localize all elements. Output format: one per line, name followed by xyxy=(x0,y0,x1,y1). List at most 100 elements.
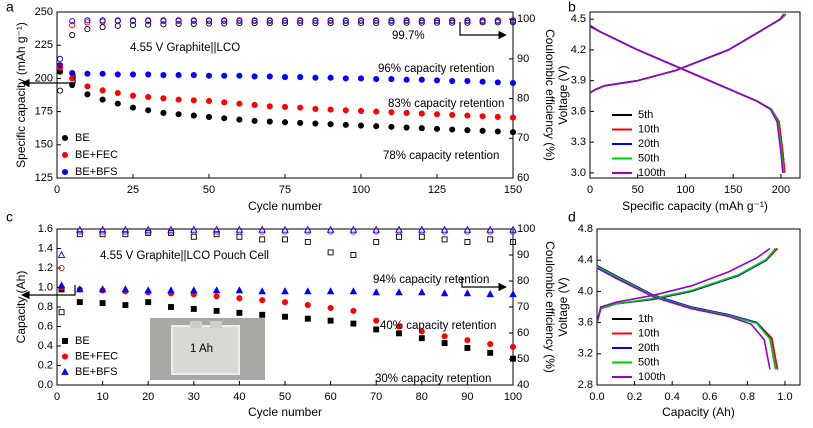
data-point xyxy=(441,340,448,347)
legend-swatch xyxy=(61,134,69,142)
data-point xyxy=(221,20,228,27)
data-point xyxy=(160,95,167,102)
x-tick-label: 150 xyxy=(504,184,522,196)
y2-tick-label: 40 xyxy=(517,379,529,391)
data-point xyxy=(418,125,425,132)
y-tick-label: 200 xyxy=(35,72,53,84)
y-tick-label: 3.6 xyxy=(571,105,586,117)
data-point xyxy=(205,97,213,105)
data-point xyxy=(464,78,471,85)
data-point xyxy=(266,73,273,80)
data-point xyxy=(251,117,258,124)
y2-tick-label: 70 xyxy=(517,132,529,144)
panel-label: b xyxy=(568,0,576,15)
data-point xyxy=(479,127,486,134)
y2-tick-label: 60 xyxy=(517,172,529,184)
x-tick-label: 40 xyxy=(233,391,245,403)
legend-swatch xyxy=(61,367,69,375)
data-point xyxy=(373,326,380,333)
data-point xyxy=(510,239,516,245)
x-tick-label: 125 xyxy=(428,184,446,196)
data-point xyxy=(304,315,311,322)
data-point xyxy=(327,121,334,128)
data-point xyxy=(84,19,91,26)
data-point xyxy=(175,111,182,118)
data-point xyxy=(464,17,471,24)
data-point xyxy=(403,76,410,83)
annotation: 99.7% xyxy=(392,30,425,42)
data-point xyxy=(114,71,121,78)
y-tick-label: 0.0 xyxy=(38,379,53,391)
data-point xyxy=(486,225,494,233)
data-point xyxy=(212,286,221,294)
y-tick-label: 0.4 xyxy=(38,340,53,352)
data-point xyxy=(463,289,472,297)
annotation: 4.55 V Graphite||LCO xyxy=(130,42,240,54)
y-tick-label: 150 xyxy=(35,139,53,151)
data-point xyxy=(99,24,106,31)
data-point xyxy=(464,337,471,344)
x-tick-label: 0.6 xyxy=(702,391,717,403)
data-point xyxy=(99,17,106,24)
data-point xyxy=(99,87,106,94)
panel-label: c xyxy=(6,209,13,225)
data-point xyxy=(373,17,380,24)
data-point xyxy=(251,20,258,27)
data-point xyxy=(297,104,304,111)
data-point xyxy=(373,76,380,83)
x-tick-label: 50 xyxy=(203,184,215,196)
data-point xyxy=(449,111,456,118)
axis-arrow xyxy=(21,285,76,300)
data-point xyxy=(479,113,486,120)
data-point xyxy=(175,96,182,103)
y-tick-label: 125 xyxy=(35,172,53,184)
annotation: 83% capacity retention xyxy=(388,98,504,110)
data-point xyxy=(190,225,198,233)
data-point xyxy=(98,225,107,233)
data-point xyxy=(84,83,91,90)
data-point xyxy=(251,101,258,109)
y2-tick-label: 80 xyxy=(517,275,529,287)
data-point xyxy=(312,17,319,24)
data-point xyxy=(349,287,358,295)
legend-label: 20th xyxy=(638,138,659,150)
data-point xyxy=(168,304,174,310)
data-point xyxy=(418,110,425,117)
data-point xyxy=(114,89,121,97)
annotation: 96% capacity retention xyxy=(378,63,494,75)
y-tick-label: 0.8 xyxy=(38,301,53,313)
data-point xyxy=(145,71,152,78)
legend-label: BE xyxy=(75,335,90,347)
y-tick-label: 1.2 xyxy=(38,262,53,274)
data-point xyxy=(145,17,152,24)
data-point xyxy=(282,236,288,243)
legend-swatch xyxy=(61,151,69,159)
legend-label: BE+BFS xyxy=(75,366,118,378)
data-point xyxy=(494,113,501,120)
y-axis-label: Specific capacity (mAh g⁻¹) xyxy=(14,22,28,168)
data-point xyxy=(326,225,335,233)
data-point xyxy=(449,78,456,85)
data-point xyxy=(221,17,228,24)
data-point xyxy=(251,17,258,24)
data-point xyxy=(509,129,517,136)
data-point xyxy=(418,17,425,24)
data-point xyxy=(327,249,334,256)
data-point xyxy=(494,79,501,86)
data-point xyxy=(212,225,221,233)
data-point xyxy=(236,20,243,27)
data-line xyxy=(589,13,786,173)
annotation: 94% capacity retention xyxy=(373,274,489,286)
data-point xyxy=(190,20,197,27)
data-point xyxy=(160,109,167,116)
y-tick-label: 175 xyxy=(35,106,53,118)
data-point xyxy=(327,20,334,27)
data-point xyxy=(190,97,197,104)
y2-tick-label: 100 xyxy=(517,223,535,235)
data-point xyxy=(121,285,130,293)
data-point xyxy=(144,225,152,233)
y-tick-label: 3.9 xyxy=(571,75,586,87)
data-point xyxy=(99,70,106,77)
data-point xyxy=(76,225,84,233)
